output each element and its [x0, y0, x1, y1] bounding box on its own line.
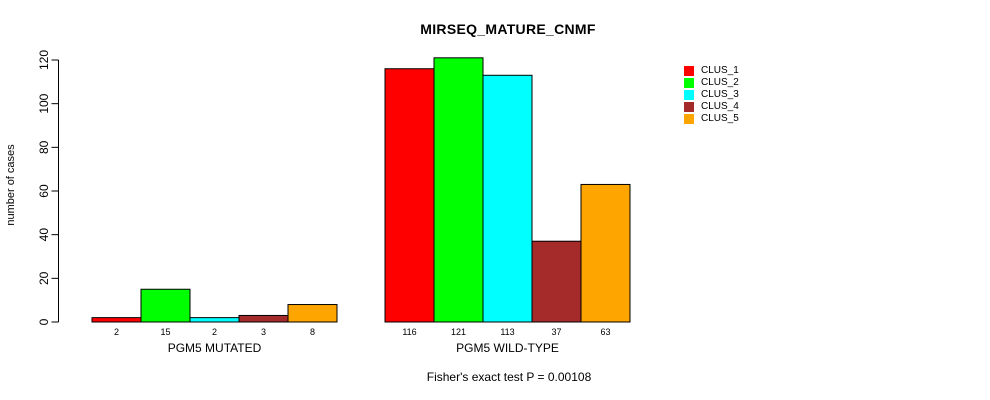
bar-clus_1-wild-type [384, 68, 435, 323]
bar-clus_4-mutated [238, 314, 289, 323]
bar-clus_5-wild-type [580, 183, 631, 323]
bar-value-label: 37 [551, 327, 561, 337]
legend-swatch [684, 102, 694, 112]
y-tick-label: 100 [37, 93, 51, 113]
legend-item-clus_1: CLUS_1 [684, 65, 739, 77]
bar-value-label: 15 [160, 327, 170, 337]
y-tick-label: 80 [37, 140, 51, 154]
bar-value-label: 113 [500, 327, 514, 337]
bar-clus_2-mutated [140, 288, 191, 323]
bar-clus_3-mutated [189, 317, 240, 323]
bar-value-label: 121 [451, 327, 466, 337]
legend-swatch [684, 78, 694, 88]
legend-item-clus_2: CLUS_2 [684, 77, 739, 89]
bar-value-label: 116 [402, 327, 416, 337]
bar-value-label: 8 [310, 327, 315, 337]
legend-label: CLUS_5 [701, 113, 739, 124]
bar-value-label: 63 [600, 327, 610, 337]
legend: CLUS_1 CLUS_2 CLUS_3 CLUS_4 CLUS_5 [684, 65, 739, 125]
fisher-test-annotation: Fisher's exact test P = 0.00108 [426, 370, 592, 384]
chart-title: MIRSEQ_MATURE_CNMF [420, 21, 596, 37]
legend-swatch [684, 114, 694, 124]
legend-swatch [684, 90, 694, 100]
bar-clus_1-mutated [91, 317, 142, 323]
y-tick-label: 40 [37, 228, 51, 242]
y-tick-label: 60 [37, 184, 51, 198]
y-tick-label: 0 [37, 318, 51, 325]
bar-clus_2-wild-type [433, 57, 484, 323]
legend-label: CLUS_3 [701, 89, 739, 100]
y-tick-label: 20 [37, 271, 51, 285]
bar-clus_4-wild-type [531, 240, 582, 323]
legend-item-clus_3: CLUS_3 [684, 89, 739, 101]
legend-label: CLUS_1 [701, 65, 739, 76]
x-group-label: PGM5 WILD-TYPE [456, 341, 559, 355]
bar-value-label: 2 [114, 327, 119, 337]
y-tick-label: 120 [37, 50, 51, 70]
legend-label: CLUS_4 [701, 101, 739, 112]
legend-label: CLUS_2 [701, 77, 739, 88]
bar-clus_3-wild-type [482, 74, 533, 323]
legend-item-clus_4: CLUS_4 [684, 101, 739, 113]
legend-item-clus_5: CLUS_5 [684, 113, 739, 125]
bar-clus_5-mutated [287, 304, 338, 323]
legend-swatch [684, 66, 694, 76]
bar-value-label: 3 [261, 327, 266, 337]
x-group-label: PGM5 MUTATED [168, 341, 262, 355]
bar-value-label: 2 [212, 327, 217, 337]
